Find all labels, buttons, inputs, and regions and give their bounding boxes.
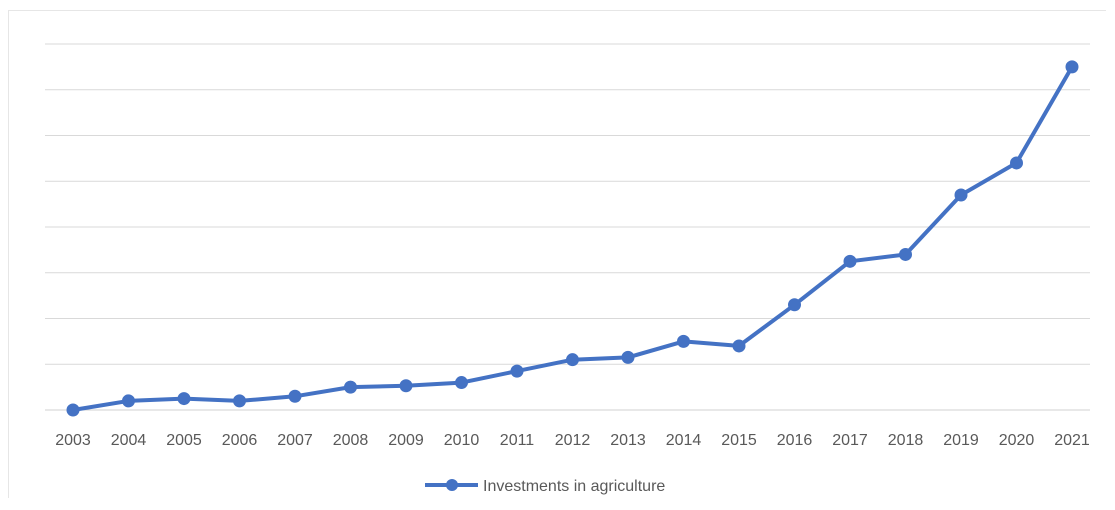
x-tick-label-2016: 2016: [777, 432, 813, 449]
data-point-2019: [954, 188, 968, 202]
data-point-2015: [732, 339, 746, 353]
gridlines: [45, 43, 1090, 411]
series-layer: [66, 60, 1079, 417]
data-point-2010: [455, 376, 468, 390]
data-point-2012: [566, 353, 579, 367]
data-point-2021: [1065, 60, 1079, 74]
x-tick-label-2012: 2012: [555, 432, 591, 449]
x-tick-label-2010: 2010: [444, 432, 480, 449]
data-point-2008: [344, 380, 357, 394]
data-point-2011: [510, 364, 524, 378]
x-tick-label-2005: 2005: [166, 432, 202, 449]
x-tick-label-2003: 2003: [55, 432, 91, 449]
data-point-2014: [677, 334, 690, 348]
data-point-2020: [1010, 156, 1023, 170]
data-point-2018: [899, 247, 912, 261]
x-tick-label-2015: 2015: [721, 432, 757, 449]
data-point-2003: [66, 403, 80, 417]
x-axis-tick-labels: 2003 2004 2005 2006 2007 2008 2009 2010 2011 2012…: [55, 432, 1090, 449]
x-tick-label-2018: 2018: [888, 432, 924, 449]
data-point-2004: [122, 394, 135, 408]
x-tick-label-2007: 2007: [277, 432, 313, 449]
x-tick-label-2014: 2014: [666, 432, 702, 449]
x-tick-label-2017: 2017: [832, 432, 868, 449]
x-tick-label-2013: 2013: [610, 432, 646, 449]
data-point-2016: [788, 298, 801, 312]
x-tick-label-2011: 2011: [500, 432, 535, 449]
legend: Investments in agriculture: [425, 478, 665, 495]
x-tick-label-2008: 2008: [333, 432, 369, 449]
data-point-2017: [843, 254, 857, 268]
x-tick-label-2006: 2006: [222, 432, 258, 449]
data-point-2005: [177, 392, 191, 406]
x-tick-label-2019: 2019: [943, 432, 979, 449]
x-tick-label-2021: 2021: [1054, 432, 1090, 449]
data-point-2013: [621, 350, 635, 364]
x-tick-label-2004: 2004: [111, 432, 147, 449]
legend-point-marker: [446, 479, 458, 491]
data-point-2009: [399, 379, 413, 393]
data-point-2006: [233, 394, 246, 408]
legend-label: Investments in agriculture: [483, 478, 665, 495]
data-point-2007: [288, 389, 302, 403]
x-tick-label-2009: 2009: [388, 432, 424, 449]
chart-area: [8, 10, 1106, 498]
x-tick-label-2020: 2020: [999, 432, 1035, 449]
